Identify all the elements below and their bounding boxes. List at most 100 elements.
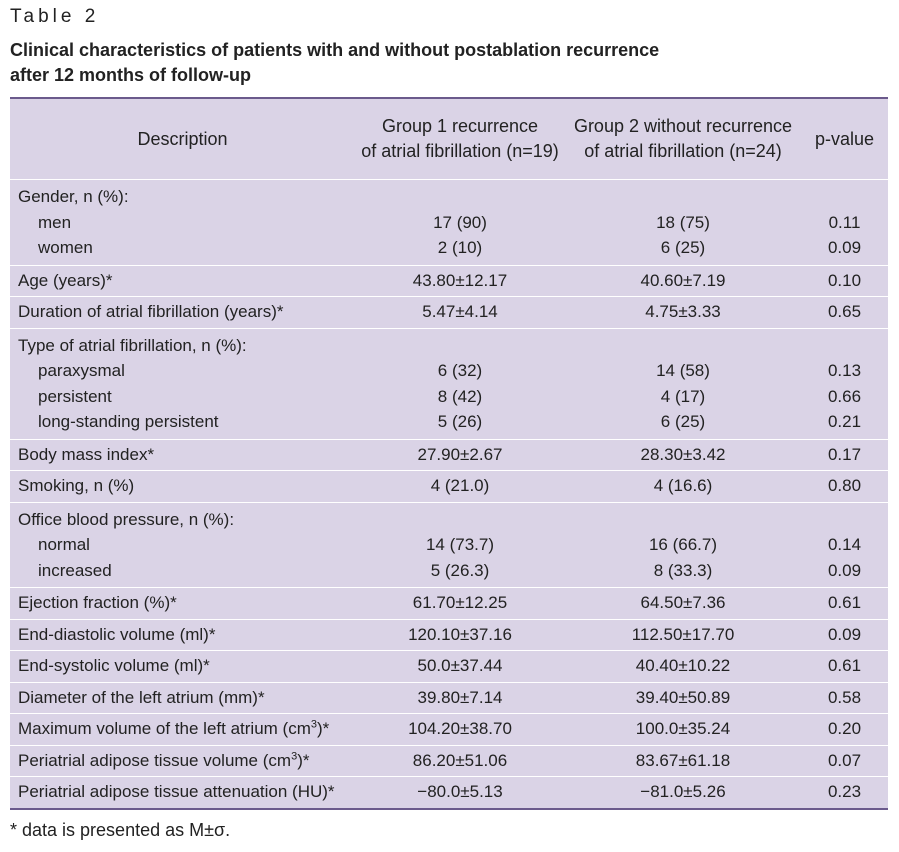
gender-men-group2: 18 (75): [656, 212, 710, 232]
la-volume-label-sup: 3: [310, 718, 317, 731]
header-group1-line-1: Group 1 recurrence: [381, 116, 539, 136]
af-type-group2: 14 (58) 4 (17) 6 (25): [565, 329, 801, 439]
bmi-label: Body mass index*: [18, 444, 155, 464]
la-diameter-group2: 39.40±50.89: [635, 687, 731, 707]
table-row-smoking: Smoking, n (%) 4 (21.0) 4 (16.6) 0.80: [10, 471, 888, 503]
table-row-la-diameter: Diameter of the left atrium (mm)* 39.80±…: [10, 683, 888, 714]
bp-normal-label: normal: [38, 535, 90, 554]
bmi-group2: 28.30±3.42: [640, 444, 726, 464]
header-description: Description: [137, 128, 228, 149]
header-pvalue: p-value: [814, 128, 875, 149]
table-row-la-max-volume: Maximum volume of the left atrium (cm3)*…: [10, 714, 888, 746]
la-diameter-label: Diameter of the left atrium (mm)*: [18, 687, 265, 707]
af-type-persistent-pvalue: 0.66: [827, 386, 862, 406]
pat-attenuation-group2: −81.0±5.26: [640, 782, 726, 801]
table-row-blood-pressure: Office blood pressure, n (%): normal inc…: [10, 503, 888, 588]
af-type-paroxysmal-pvalue: 0.13: [827, 361, 862, 380]
gender-women-group2: 6 (25): [660, 238, 706, 257]
gender-women-pvalue: 0.09: [827, 238, 862, 257]
age-pvalue: 0.10: [827, 270, 862, 290]
table-row-age: Age (years)* 43.80±12.17 40.60±7.19 0.10: [10, 266, 888, 297]
table-row-ejection-fraction: Ejection fraction (%)* 61.70±12.25 64.50…: [10, 588, 888, 620]
ef-group2: 64.50±7.36: [640, 593, 726, 612]
duration-label: Duration of atrial fibrillation (years)*: [18, 302, 284, 321]
header-group1: Group 1 recurrence of atrial fibrillatio…: [355, 114, 565, 164]
esv-pvalue: 0.61: [827, 656, 862, 675]
smoking-pvalue: 0.80: [827, 476, 862, 495]
edv-pvalue: 0.09: [827, 624, 862, 644]
edv-group1: 120.10±37.16: [408, 624, 512, 644]
bp-normal-group2: 16 (66.7): [648, 535, 718, 554]
age-group1: 43.80±12.17: [412, 270, 508, 290]
header-group2-line-1: Group 2 without recurrence: [573, 116, 793, 136]
af-type-persistent-label: persistent: [38, 386, 112, 406]
la-volume-label-suffix: )*: [316, 719, 330, 738]
gender-women-label: women: [38, 238, 93, 257]
pat-attenuation-pvalue: 0.23: [827, 782, 862, 801]
la-diameter-pvalue: 0.58: [827, 687, 862, 707]
la-diameter-group1: 39.80±7.14: [417, 687, 503, 707]
table-footnote: * data is presented as M±σ.: [10, 820, 231, 840]
duration-group2: 4.75±3.33: [645, 302, 721, 321]
af-type-pvalue: 0.13 0.66 0.21: [801, 329, 888, 439]
gender-labels: Gender, n (%): men women: [10, 180, 355, 265]
bp-increased-group2: 8 (33.3): [653, 560, 713, 580]
esv-group2: 40.40±10.22: [635, 656, 731, 675]
gender-men-group1: 17 (90): [433, 212, 487, 232]
bp-normal-pvalue: 0.14: [827, 535, 862, 554]
table-title-line-1: Clinical characteristics of patients wit…: [10, 40, 660, 60]
af-type-long-standing-group2: 6 (25): [660, 412, 706, 431]
duration-pvalue: 0.65: [827, 302, 862, 321]
ef-label: Ejection fraction (%)*: [18, 593, 177, 612]
bp-increased-pvalue: 0.09: [827, 560, 862, 580]
gender-label: Gender, n (%):: [18, 187, 129, 206]
pat-volume-group1: 86.20±51.06: [412, 750, 508, 770]
pat-attenuation-label: Periatrial adipose tissue attenuation (H…: [18, 782, 335, 801]
header-group2-line-2: of atrial fibrillation (n=24): [584, 141, 782, 161]
af-type-paroxysmal-group2: 14 (58): [656, 361, 710, 380]
pat-volume-label-sup: 3: [291, 749, 298, 762]
af-type-group1: 6 (32) 8 (42) 5 (26): [355, 329, 565, 439]
la-volume-group2: 100.0±35.24: [635, 719, 731, 738]
af-type-paroxysmal-label: paraxysmal: [38, 361, 125, 380]
age-label: Age (years)*: [18, 270, 113, 290]
edv-group2: 112.50±17.70: [631, 624, 735, 644]
table-number-label: Table 2: [10, 6, 100, 27]
gender-group1: 17 (90) 2 (10): [355, 180, 565, 265]
la-volume-group1: 104.20±38.70: [408, 719, 512, 738]
esv-label: End-systolic volume (ml)*: [18, 656, 210, 675]
table-row-af-type: Type of atrial fibrillation, n (%): para…: [10, 329, 888, 440]
table-title: Clinical characteristics of patients wit…: [10, 38, 659, 88]
smoking-group2: 4 (16.6): [653, 476, 713, 495]
table-row-pat-volume: Periatrial adipose tissue volume (cm3)* …: [10, 746, 888, 777]
af-type-paroxysmal-group1: 6 (32): [437, 361, 483, 380]
table-header-row: Description Group 1 recurrence of atrial…: [10, 99, 888, 180]
bp-normal-group1: 14 (73.7): [425, 535, 495, 554]
smoking-group1: 4 (21.0): [430, 476, 490, 495]
bmi-group1: 27.90±2.67: [417, 444, 503, 464]
age-group2: 40.60±7.19: [640, 270, 726, 290]
edv-label: End-diastolic volume (ml)*: [18, 624, 216, 644]
table-row-gender: Gender, n (%): men women 17 (90) 2 (10) …: [10, 180, 888, 266]
bp-pvalue: 0.14 0.09: [801, 503, 888, 588]
bp-label: Office blood pressure, n (%):: [18, 509, 235, 529]
af-type-labels: Type of atrial fibrillation, n (%): para…: [10, 329, 355, 439]
la-volume-label: Maximum volume of the left atrium (cm3)*: [10, 714, 355, 745]
table-row-end-diastolic-volume: End-diastolic volume (ml)* 120.10±37.16 …: [10, 620, 888, 651]
smoking-label: Smoking, n (%): [18, 476, 135, 495]
table-title-line-2: after 12 months of follow-up: [10, 65, 251, 85]
table-row-pat-attenuation: Periatrial adipose tissue attenuation (H…: [10, 777, 888, 808]
pat-volume-label-text: Periatrial adipose tissue volume (cm: [18, 750, 292, 770]
header-group2: Group 2 without recurrence of atrial fib…: [565, 114, 801, 164]
bp-increased-label: increased: [38, 560, 112, 580]
gender-group2: 18 (75) 6 (25): [565, 180, 801, 265]
ef-pvalue: 0.61: [827, 593, 862, 612]
gender-women-group1: 2 (10): [437, 238, 483, 257]
bmi-pvalue: 0.17: [827, 444, 862, 464]
pat-volume-label: Periatrial adipose tissue volume (cm3)*: [10, 746, 355, 777]
clinical-characteristics-table: Description Group 1 recurrence of atrial…: [10, 97, 888, 810]
af-type-persistent-group1: 8 (42): [437, 386, 483, 406]
pat-volume-group2: 83.67±61.18: [635, 750, 731, 770]
bp-increased-group1: 5 (26.3): [430, 560, 490, 580]
table-row-end-systolic-volume: End-systolic volume (ml)* 50.0±37.44 40.…: [10, 651, 888, 683]
